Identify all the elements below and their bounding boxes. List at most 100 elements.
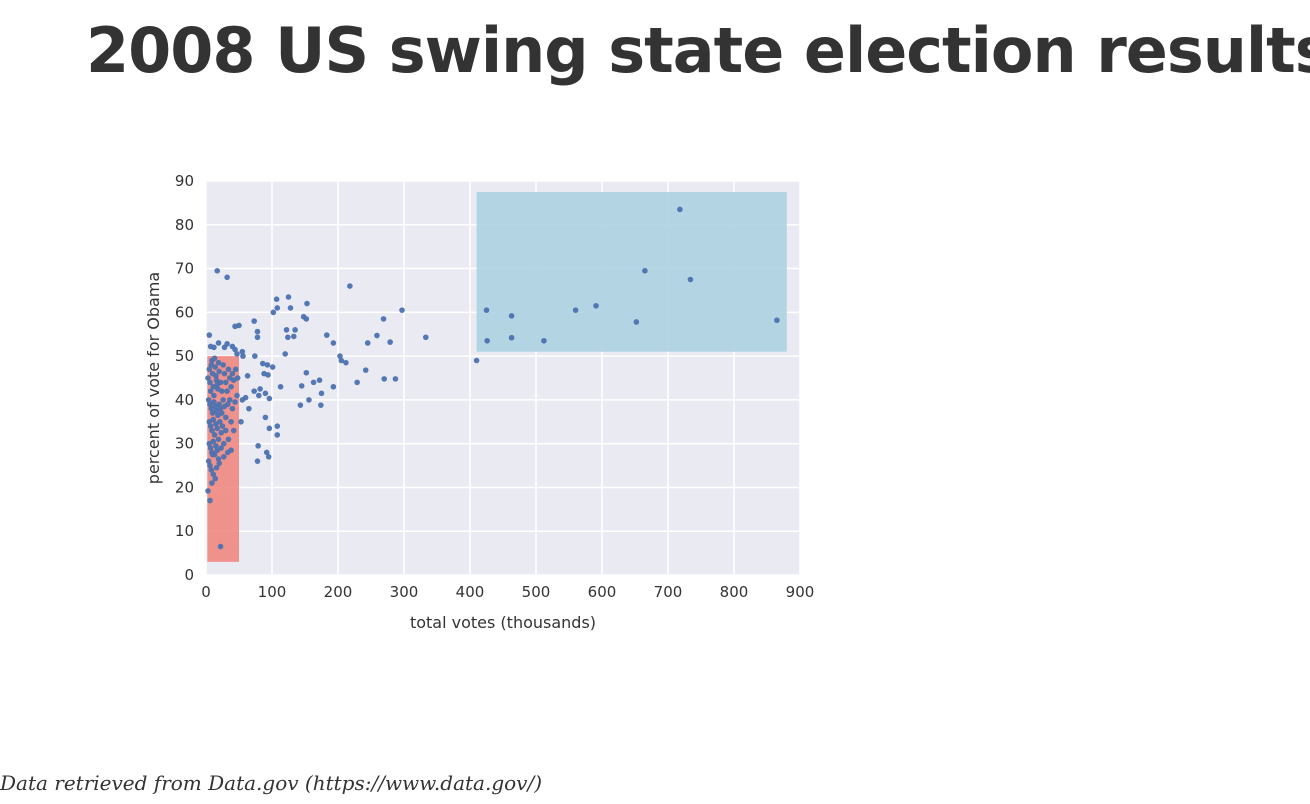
data-point xyxy=(232,399,238,405)
data-point xyxy=(219,388,225,394)
slide-title: 2008 US swing state election results xyxy=(86,14,1310,87)
data-point xyxy=(283,327,290,333)
data-point xyxy=(337,353,343,359)
data-point xyxy=(330,340,337,346)
data-point xyxy=(252,353,258,359)
data-point xyxy=(265,454,272,460)
source-note: Data retrieved from Data.gov (https://ww… xyxy=(0,771,543,795)
data-point xyxy=(343,359,349,366)
data-point xyxy=(381,376,388,382)
data-point xyxy=(593,302,599,309)
data-point xyxy=(228,383,234,390)
y-tick-label: 90 xyxy=(175,172,194,190)
data-point xyxy=(217,418,223,425)
data-point xyxy=(216,368,222,375)
data-point xyxy=(306,397,312,403)
data-point xyxy=(316,377,323,383)
data-point xyxy=(254,328,261,335)
data-point xyxy=(225,366,232,373)
data-point xyxy=(220,362,226,368)
data-point xyxy=(232,366,239,373)
data-point xyxy=(205,375,211,381)
data-point xyxy=(207,423,214,429)
data-point xyxy=(212,475,219,482)
data-point xyxy=(218,429,224,436)
data-point xyxy=(292,327,298,333)
data-point xyxy=(264,362,271,368)
data-point xyxy=(338,357,345,364)
data-point xyxy=(221,370,228,377)
data-point xyxy=(262,414,269,421)
data-point xyxy=(205,488,211,494)
data-point xyxy=(387,339,393,345)
data-point xyxy=(224,274,230,281)
data-point xyxy=(285,334,291,341)
data-point xyxy=(677,206,683,213)
data-point xyxy=(210,438,217,445)
data-point xyxy=(318,390,325,397)
data-point xyxy=(238,418,244,425)
data-point xyxy=(274,305,281,311)
data-point xyxy=(265,372,271,378)
data-point xyxy=(228,447,234,454)
data-point xyxy=(392,376,399,382)
data-point xyxy=(212,364,219,370)
x-tick-label: 300 xyxy=(390,583,419,601)
data-point xyxy=(687,276,694,283)
data-point xyxy=(270,309,277,316)
data-point xyxy=(228,418,234,425)
data-point xyxy=(224,388,230,394)
data-point xyxy=(215,456,222,462)
data-point xyxy=(215,340,222,346)
y-tick-label: 40 xyxy=(175,391,194,409)
tick-labels: 0 100 200 300 400 500 600 700 800 900 0 10 20 30 40 50 6… xyxy=(175,172,814,601)
data-point xyxy=(277,383,284,390)
data-point xyxy=(208,467,215,473)
data-point xyxy=(364,340,371,346)
y-tick-label: 10 xyxy=(175,522,194,540)
data-point xyxy=(234,351,240,357)
x-axis-label: total votes (thousands) xyxy=(410,613,596,632)
data-point xyxy=(255,392,262,399)
x-tick-label: 800 xyxy=(720,583,749,601)
data-point xyxy=(216,460,222,467)
data-point xyxy=(633,319,640,325)
y-tick-label: 60 xyxy=(175,303,194,321)
data-point xyxy=(234,375,241,381)
data-point xyxy=(207,379,213,386)
data-point xyxy=(774,317,780,324)
data-point xyxy=(473,357,480,364)
data-point xyxy=(205,458,212,464)
data-point xyxy=(213,373,219,379)
data-point xyxy=(210,471,217,478)
x-tick-label: 0 xyxy=(201,583,211,601)
data-point xyxy=(213,443,219,449)
data-point xyxy=(215,359,222,366)
data-point xyxy=(239,348,246,355)
data-point xyxy=(211,432,218,438)
data-point xyxy=(210,416,217,423)
data-point xyxy=(422,334,429,341)
data-point xyxy=(226,397,233,403)
data-point xyxy=(220,397,226,403)
data-point xyxy=(251,388,257,394)
x-tick-label: 100 xyxy=(258,583,287,601)
data-point xyxy=(205,397,212,403)
data-point xyxy=(216,401,222,408)
data-point xyxy=(318,402,324,408)
data-point xyxy=(229,370,236,377)
data-point xyxy=(230,427,237,434)
data-point xyxy=(221,440,227,447)
data-point xyxy=(330,383,337,390)
data-point xyxy=(211,399,217,405)
data-point xyxy=(239,397,246,403)
data-point xyxy=(304,300,310,307)
data-point xyxy=(207,445,214,451)
data-point xyxy=(362,367,369,373)
data-point xyxy=(282,351,289,357)
data-point xyxy=(221,344,228,351)
data-point xyxy=(642,267,648,274)
y-tick-label: 0 xyxy=(184,566,194,584)
data-point xyxy=(206,366,213,373)
